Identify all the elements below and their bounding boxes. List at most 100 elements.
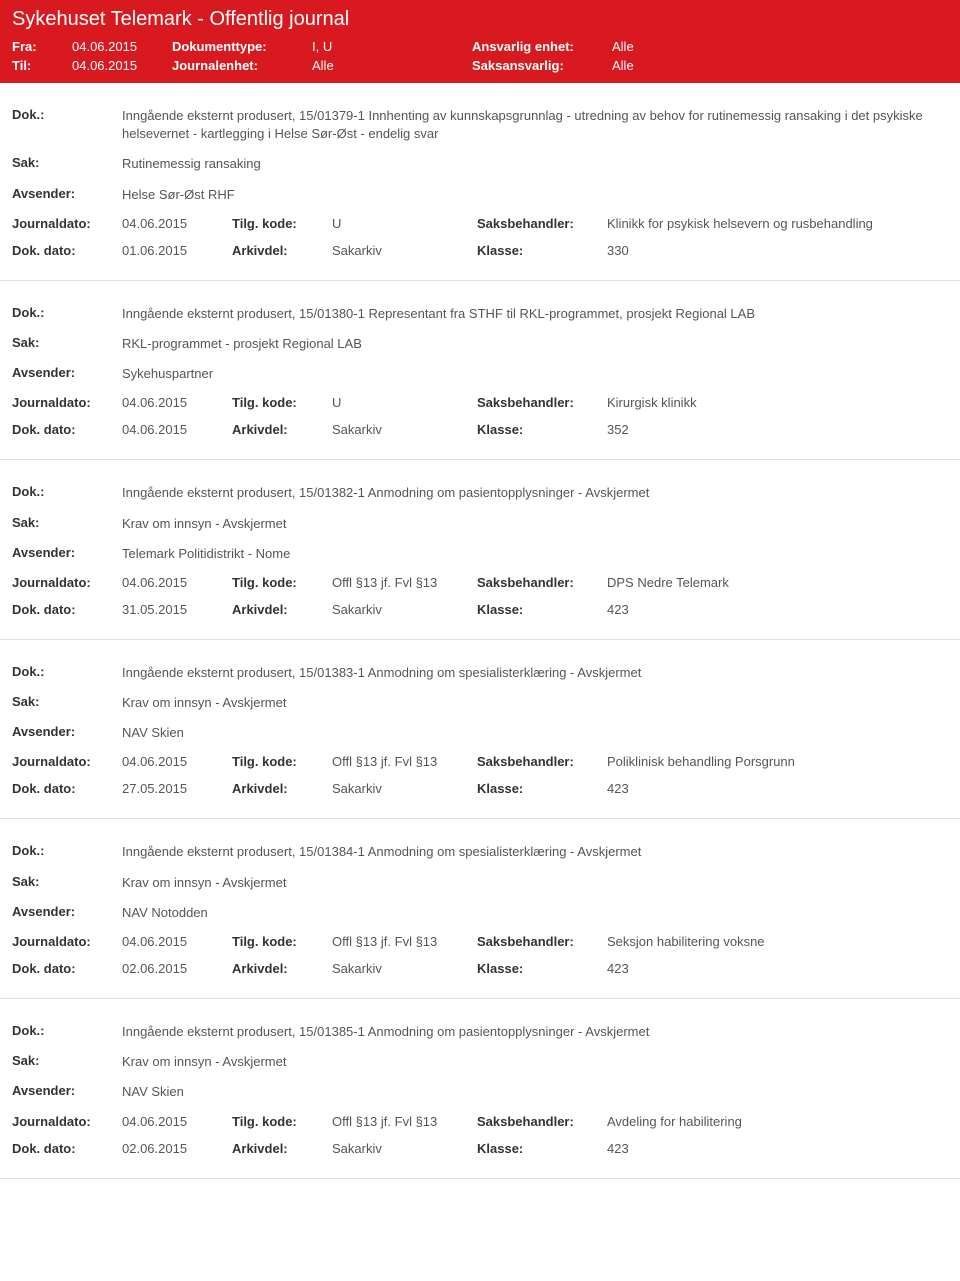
dok-row: Dok.: Inngående eksternt produsert, 15/0… [12, 478, 948, 508]
header-row-1: Fra: 04.06.2015 Dokumenttype: I, U Ansva… [12, 37, 948, 56]
tilgkode-value: Offl §13 jf. Fvl §13 [332, 1114, 477, 1129]
arkivdel-label: Arkivdel: [232, 602, 332, 617]
journal-entry: Dok.: Inngående eksternt produsert, 15/0… [0, 83, 960, 281]
dok-value: Inngående eksternt produsert, 15/01384-1… [122, 843, 948, 861]
saksbehandler-value: Seksjon habilitering voksne [607, 934, 948, 949]
dok-label: Dok.: [12, 305, 122, 320]
sak-row: Sak: Krav om innsyn - Avskjermet [12, 688, 948, 718]
sak-label: Sak: [12, 694, 122, 709]
dokdato-value: 31.05.2015 [122, 602, 232, 617]
dokdato-row: Dok. dato: 01.06.2015 Arkivdel: Sakarkiv… [12, 237, 948, 264]
doktype-label: Dokumenttype: [172, 39, 312, 54]
dok-row: Dok.: Inngående eksternt produsert, 15/0… [12, 101, 948, 149]
til-value: 04.06.2015 [72, 58, 172, 73]
avsender-value: NAV Skien [122, 724, 948, 742]
saksbehandler-label: Saksbehandler: [477, 575, 607, 590]
dok-value: Inngående eksternt produsert, 15/01383-1… [122, 664, 948, 682]
arkivdel-label: Arkivdel: [232, 422, 332, 437]
journal-entry: Dok.: Inngående eksternt produsert, 15/0… [0, 819, 960, 999]
sak-label: Sak: [12, 874, 122, 889]
journaldato-row: Journaldato: 04.06.2015 Tilg. kode: Offl… [12, 928, 948, 955]
avsender-row: Avsender: Sykehuspartner [12, 359, 948, 389]
saksbehandler-label: Saksbehandler: [477, 934, 607, 949]
journaldato-row: Journaldato: 04.06.2015 Tilg. kode: Offl… [12, 569, 948, 596]
dok-label: Dok.: [12, 1023, 122, 1038]
journaldato-value: 04.06.2015 [122, 216, 232, 231]
journaldato-value: 04.06.2015 [122, 754, 232, 769]
journal-entry: Dok.: Inngående eksternt produsert, 15/0… [0, 281, 960, 461]
klasse-label: Klasse: [477, 961, 607, 976]
saksbehandler-value: Klinikk for psykisk helsevern og rusbeha… [607, 216, 948, 231]
journaldato-label: Journaldato: [12, 754, 122, 769]
dokdato-value: 02.06.2015 [122, 1141, 232, 1156]
dokdato-label: Dok. dato: [12, 781, 122, 796]
tilgkode-value: U [332, 395, 477, 410]
sak-row: Sak: RKL-programmet - prosjekt Regional … [12, 329, 948, 359]
dokdato-value: 04.06.2015 [122, 422, 232, 437]
saksbehandler-value: DPS Nedre Telemark [607, 575, 948, 590]
sak-row: Sak: Krav om innsyn - Avskjermet [12, 509, 948, 539]
arkivdel-label: Arkivdel: [232, 1141, 332, 1156]
dokdato-row: Dok. dato: 31.05.2015 Arkivdel: Sakarkiv… [12, 596, 948, 623]
klasse-value: 423 [607, 1141, 948, 1156]
sak-value: Krav om innsyn - Avskjermet [122, 515, 948, 533]
sak-label: Sak: [12, 515, 122, 530]
sak-value: Krav om innsyn - Avskjermet [122, 694, 948, 712]
dokdato-row: Dok. dato: 04.06.2015 Arkivdel: Sakarkiv… [12, 416, 948, 443]
journaldato-row: Journaldato: 04.06.2015 Tilg. kode: U Sa… [12, 210, 948, 237]
tilgkode-value: Offl §13 jf. Fvl §13 [332, 934, 477, 949]
avsender-row: Avsender: Telemark Politidistrikt - Nome [12, 539, 948, 569]
avsender-row: Avsender: NAV Notodden [12, 898, 948, 928]
dok-label: Dok.: [12, 484, 122, 499]
avsender-value: Sykehuspartner [122, 365, 948, 383]
klasse-label: Klasse: [477, 1141, 607, 1156]
journal-entry: Dok.: Inngående eksternt produsert, 15/0… [0, 640, 960, 820]
entries-container: Dok.: Inngående eksternt produsert, 15/0… [0, 83, 960, 1179]
dokdato-value: 02.06.2015 [122, 961, 232, 976]
saksbehandler-label: Saksbehandler: [477, 1114, 607, 1129]
avsender-label: Avsender: [12, 1083, 122, 1098]
avsender-row: Avsender: NAV Skien [12, 1077, 948, 1107]
dok-value: Inngående eksternt produsert, 15/01382-1… [122, 484, 948, 502]
saksbehandler-value: Poliklinisk behandling Porsgrunn [607, 754, 948, 769]
fra-label: Fra: [12, 39, 72, 54]
sak-row: Sak: Krav om innsyn - Avskjermet [12, 1047, 948, 1077]
journaldato-row: Journaldato: 04.06.2015 Tilg. kode: Offl… [12, 1108, 948, 1135]
klasse-label: Klasse: [477, 243, 607, 258]
tilgkode-value: Offl §13 jf. Fvl §13 [332, 575, 477, 590]
saksansvarlig-value: Alle [612, 58, 634, 73]
saksbehandler-label: Saksbehandler: [477, 395, 607, 410]
dok-value: Inngående eksternt produsert, 15/01385-1… [122, 1023, 948, 1041]
avsender-row: Avsender: Helse Sør-Øst RHF [12, 180, 948, 210]
dok-label: Dok.: [12, 664, 122, 679]
journaldato-value: 04.06.2015 [122, 395, 232, 410]
arkivdel-value: Sakarkiv [332, 961, 477, 976]
journalenhet-label: Journalenhet: [172, 58, 312, 73]
avsender-value: NAV Notodden [122, 904, 948, 922]
tilgkode-label: Tilg. kode: [232, 216, 332, 231]
journaldato-label: Journaldato: [12, 575, 122, 590]
journal-entry: Dok.: Inngående eksternt produsert, 15/0… [0, 460, 960, 640]
journaldato-value: 04.06.2015 [122, 575, 232, 590]
klasse-value: 423 [607, 602, 948, 617]
journaldato-label: Journaldato: [12, 395, 122, 410]
dok-value: Inngående eksternt produsert, 15/01380-1… [122, 305, 948, 323]
journal-entry: Dok.: Inngående eksternt produsert, 15/0… [0, 999, 960, 1179]
dok-row: Dok.: Inngående eksternt produsert, 15/0… [12, 299, 948, 329]
doktype-value: I, U [312, 39, 472, 54]
tilgkode-label: Tilg. kode: [232, 575, 332, 590]
sak-row: Sak: Krav om innsyn - Avskjermet [12, 868, 948, 898]
avsender-value: NAV Skien [122, 1083, 948, 1101]
saksbehandler-label: Saksbehandler: [477, 216, 607, 231]
tilgkode-value: U [332, 216, 477, 231]
dokdato-label: Dok. dato: [12, 243, 122, 258]
klasse-value: 423 [607, 781, 948, 796]
dok-label: Dok.: [12, 107, 122, 122]
til-label: Til: [12, 58, 72, 73]
tilgkode-label: Tilg. kode: [232, 934, 332, 949]
journaldato-value: 04.06.2015 [122, 1114, 232, 1129]
dokdato-row: Dok. dato: 02.06.2015 Arkivdel: Sakarkiv… [12, 955, 948, 982]
dok-row: Dok.: Inngående eksternt produsert, 15/0… [12, 837, 948, 867]
arkivdel-label: Arkivdel: [232, 243, 332, 258]
sak-label: Sak: [12, 155, 122, 170]
